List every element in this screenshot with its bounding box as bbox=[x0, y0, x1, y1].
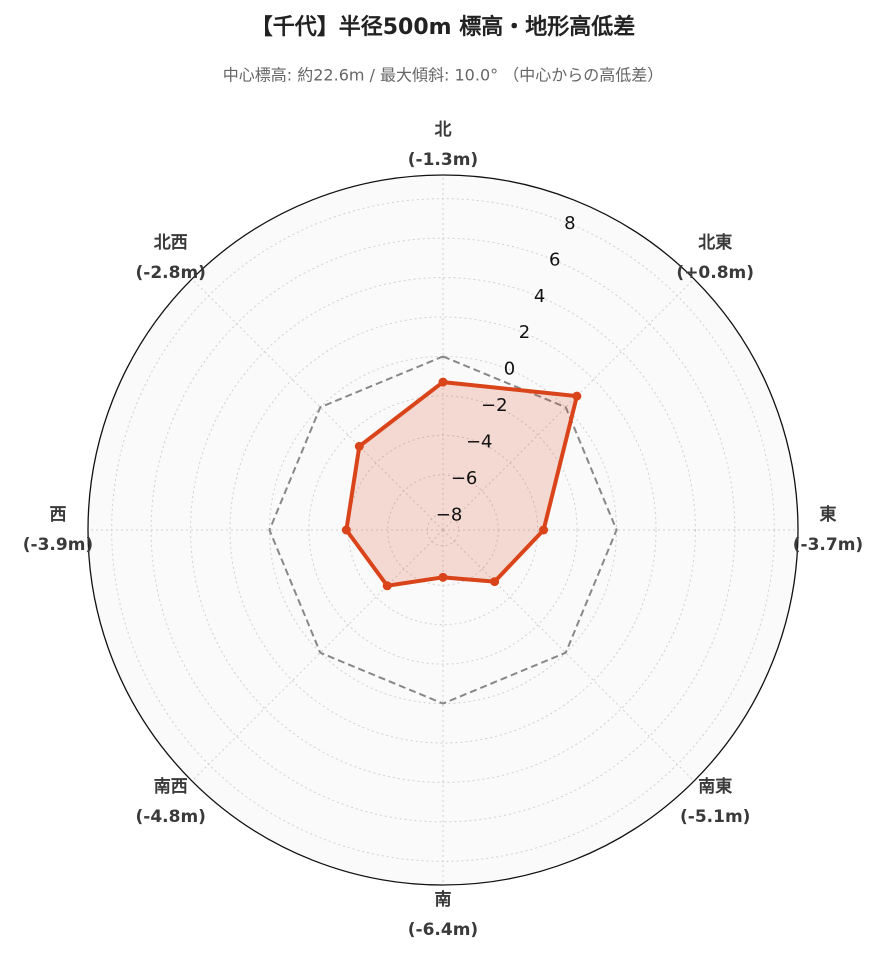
grid-circle bbox=[229, 316, 657, 744]
category-label: 東 bbox=[820, 504, 837, 525]
value-label: (-1.3m) bbox=[408, 150, 478, 170]
grid-spoke bbox=[191, 529, 444, 782]
grid-spoke bbox=[442, 529, 695, 782]
value-label: (-3.7m) bbox=[793, 535, 863, 555]
radial-tick-label: 8 bbox=[564, 213, 575, 234]
chart-subtitle: 中心標高: 約22.6m / 最大傾斜: 10.0° （中心からの高低差） bbox=[223, 66, 663, 85]
series-area bbox=[346, 382, 577, 586]
value-label: (+0.8m) bbox=[676, 263, 754, 283]
data-point bbox=[438, 377, 448, 387]
category-label: 南西 bbox=[154, 776, 188, 797]
category-label: 北 bbox=[435, 120, 452, 140]
data-point bbox=[490, 577, 500, 587]
grid-spoke bbox=[442, 278, 695, 531]
category-label: 北東 bbox=[698, 232, 732, 253]
data-point bbox=[572, 391, 582, 401]
plot-border bbox=[87, 174, 799, 886]
data-point bbox=[539, 525, 549, 535]
category-label: 南 bbox=[435, 889, 452, 910]
radial-tick-label: −6 bbox=[451, 468, 478, 489]
radial-tick-label: 0 bbox=[504, 359, 515, 380]
reference-line bbox=[268, 355, 618, 705]
radial-tick-label: 6 bbox=[549, 249, 560, 270]
data-point bbox=[341, 525, 351, 535]
data-point bbox=[354, 441, 364, 451]
chart-title: 【千代】半径500m 標高・地形高低差 bbox=[251, 14, 636, 40]
category-label: 北西 bbox=[154, 233, 188, 253]
value-label: (-6.4m) bbox=[408, 920, 478, 940]
category-label: 南東 bbox=[698, 776, 732, 797]
grid-spoke bbox=[191, 278, 444, 531]
radial-tick-label: −8 bbox=[436, 504, 463, 525]
value-label: (-3.9m) bbox=[23, 535, 93, 555]
radial-tick-label: −4 bbox=[466, 432, 493, 453]
data-point bbox=[438, 572, 448, 582]
grid-circle bbox=[190, 277, 696, 783]
value-label: (-5.1m) bbox=[680, 807, 750, 827]
value-label: (-4.8m) bbox=[136, 807, 206, 827]
data-point bbox=[382, 581, 392, 591]
radial-tick-label: 4 bbox=[534, 286, 545, 307]
grid-circle bbox=[308, 395, 578, 665]
value-label: (-2.8m) bbox=[136, 263, 206, 283]
radial-tick-label: −2 bbox=[481, 395, 508, 416]
radial-tick-label: 2 bbox=[519, 322, 530, 343]
category-label: 西 bbox=[50, 505, 67, 525]
